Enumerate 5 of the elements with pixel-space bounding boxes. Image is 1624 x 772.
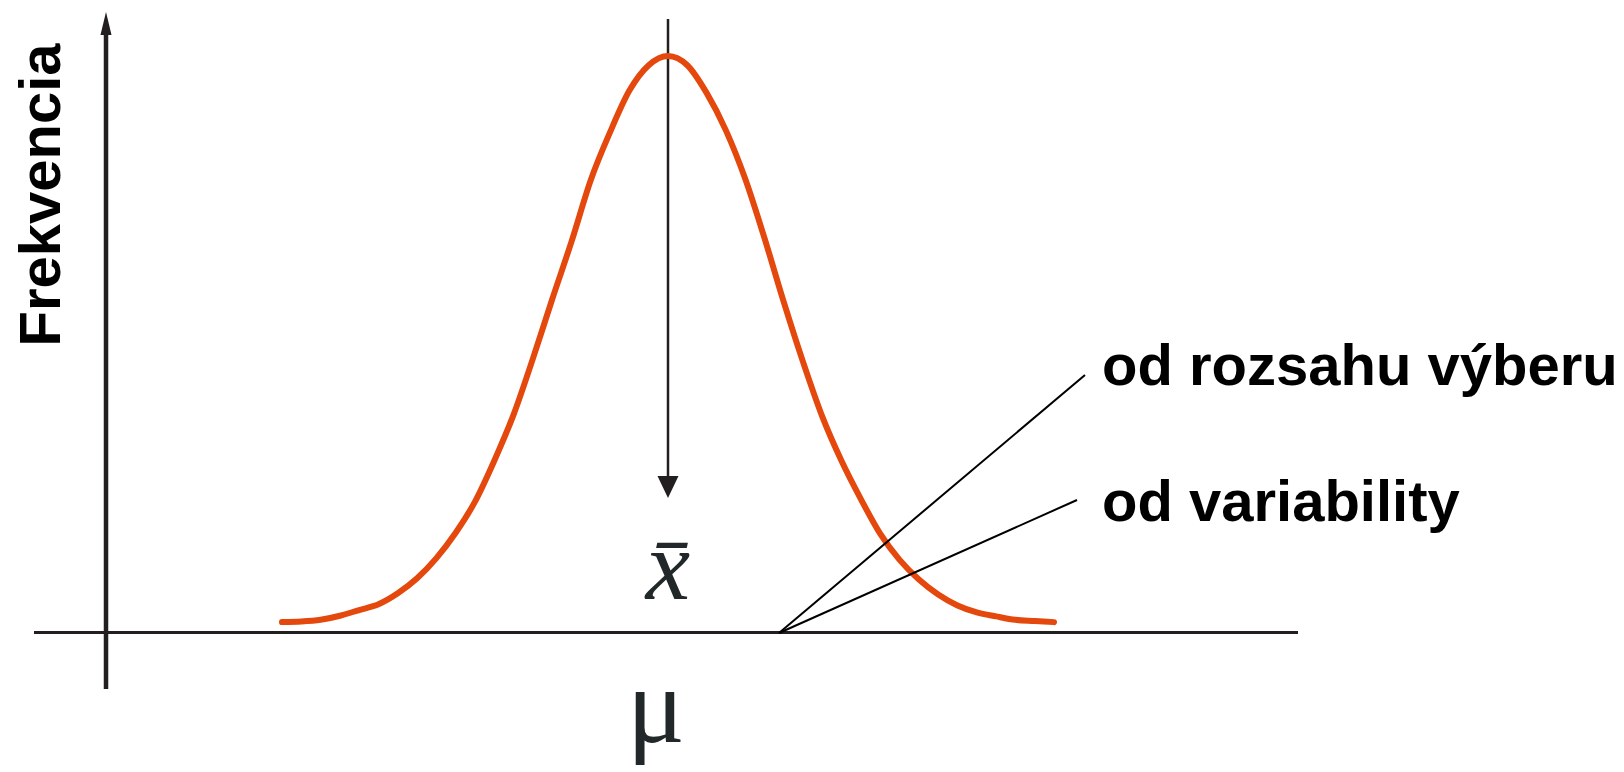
text: μ xyxy=(627,646,685,765)
text: od rozsahu výberu xyxy=(1102,332,1618,397)
text: od variability xyxy=(1102,468,1460,533)
y-axis-title: Frekvencia xyxy=(7,42,72,347)
annotation: x̄ xyxy=(643,510,691,621)
